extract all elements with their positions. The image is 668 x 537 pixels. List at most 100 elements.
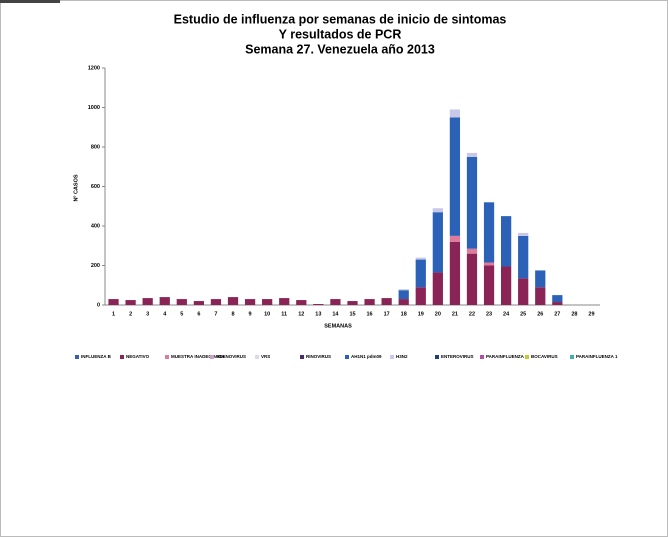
legend-label: INFLUENZA B [81,354,112,359]
legend-label: ADENOVIRUS [216,354,246,359]
bar-segment [108,299,119,305]
bar-segment [398,289,409,291]
legend-label: AH1N1 pdm09 [351,354,382,359]
legend-swatch [480,355,484,359]
bar-segment [415,259,426,288]
bar-segment [432,208,443,213]
legend-label: BOCAVIRUS [531,354,558,359]
bar-segment [501,266,512,305]
x-tick-label: 4 [163,311,167,317]
x-tick-label: 26 [537,311,543,317]
x-tick-label: 22 [469,311,475,317]
bar-segment [466,253,478,305]
y-tick-label: 600 [91,184,100,190]
legend-label: VRS [261,354,270,359]
bar-segment [432,272,443,305]
bar-segment [159,297,170,305]
bar-segment [244,299,256,305]
bar-segment [466,156,478,249]
legend-swatch [255,355,259,359]
x-tick-label: 12 [298,311,304,317]
bar-segment [381,298,392,305]
bar-segment [466,152,478,157]
legend-swatch [570,355,574,359]
x-tick-label: 5 [180,311,183,317]
bar-segment [518,235,529,279]
bar-segment [552,302,563,305]
x-tick-label: 19 [418,311,424,317]
bar-segment [279,298,290,305]
legend-swatch [345,355,349,359]
legend-label: PARAINFLUENZA 1 [576,354,618,359]
legend-swatch [300,355,304,359]
legend-label: ENTEROVIRUS [441,354,474,359]
x-tick-label: 23 [486,311,492,317]
x-tick-label: 28 [571,311,577,317]
x-tick-label: 14 [332,311,339,317]
x-tick-label: 13 [315,311,321,317]
bar-segment [176,299,187,305]
bar-segment [210,299,222,305]
bar-segment [142,298,153,305]
legend-label: RINOVIRUS [306,354,331,359]
bar-segment [483,265,495,305]
bar-segment [313,304,324,305]
y-tick-label: 200 [91,263,100,269]
bar-segment [125,300,136,305]
x-tick-label: 17 [384,311,390,317]
legend-swatch [165,355,169,359]
bar-segment [296,300,307,305]
x-axis-label: SEMANAS [324,323,352,329]
x-tick-label: 21 [452,311,458,317]
bar-segment [535,287,546,305]
bar-segment [449,117,461,236]
bar-segment [347,301,358,305]
bar-segment [432,212,443,273]
bar-segment [535,270,546,288]
legend-label: PARAINFLUENZA 3 [486,354,528,359]
legend-swatch [435,355,439,359]
y-tick-label: 800 [91,144,100,150]
x-tick-label: 10 [264,311,270,317]
bar-segment [415,287,426,305]
bar-segment [518,278,529,305]
x-tick-label: 1 [112,311,115,317]
y-tick-label: 1200 [88,65,100,71]
top-strip [0,0,60,3]
y-tick-label: 0 [97,302,100,308]
legend-swatch [75,355,79,359]
x-tick-label: 25 [520,311,526,317]
bar-segment [449,235,461,242]
bar-segment [227,297,239,305]
bar-segment [552,295,563,303]
legend-label: H3N2 [396,354,408,359]
bar-segment [193,301,204,305]
legend-swatch [390,355,394,359]
x-tick-label: 16 [367,311,373,317]
bar-segment [330,299,341,305]
bar-segment [262,299,273,305]
chart-title: Semana 27. Venezuela año 2013 [245,42,435,56]
bar-segment [501,216,512,267]
x-tick-label: 27 [554,311,560,317]
x-tick-label: 20 [435,311,441,317]
chart-title: Y resultados de PCR [279,27,402,41]
y-tick-label: 400 [91,223,100,229]
chart-title: Estudio de influenza por semanas de inic… [174,12,507,26]
bar-segment [518,232,529,236]
legend-swatch [525,355,529,359]
x-tick-label: 18 [401,311,407,317]
x-tick-label: 29 [588,311,594,317]
y-axis-label: Nº CASOS [73,174,79,201]
legend-swatch [120,355,124,359]
legend-swatch [210,355,214,359]
bar-segment [398,299,409,305]
x-tick-label: 8 [231,311,234,317]
x-tick-label: 11 [281,311,287,317]
bar-segment [449,241,461,305]
bar-segment [364,299,375,305]
legend-label: NEGATIVO [126,354,150,359]
bar-segment [398,290,409,300]
bar-segment [415,257,426,260]
